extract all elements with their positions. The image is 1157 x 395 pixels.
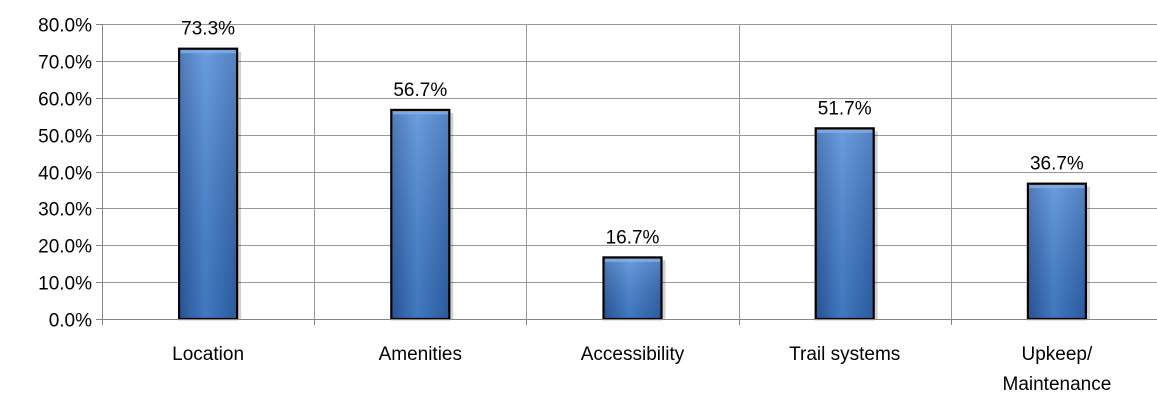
data-label: 36.7% <box>1030 154 1084 175</box>
y-tick-label: 40.0% <box>38 164 92 185</box>
y-tick-label: 70.0% <box>38 53 92 74</box>
y-tick-label: 60.0% <box>38 90 92 111</box>
bar-highlight <box>392 111 448 115</box>
y-tick-label: 30.0% <box>38 200 92 221</box>
bar-shading <box>1028 184 1085 318</box>
y-tick-label: 50.0% <box>38 127 92 148</box>
y-tick-label: 80.0% <box>38 16 92 37</box>
bar-shading <box>816 129 873 318</box>
bar-highlight <box>605 258 660 262</box>
x-category-label: Location <box>172 344 244 365</box>
x-category-label: Trail systems <box>789 344 900 365</box>
axes <box>96 24 1157 325</box>
bar-shading <box>392 110 449 318</box>
x-category-label: Accessibility <box>581 344 685 365</box>
bar-shading <box>604 258 661 318</box>
data-label: 51.7% <box>818 98 872 119</box>
bar-shading <box>180 49 237 319</box>
y-tick-label: 20.0% <box>38 237 92 258</box>
y-tick-label: 10.0% <box>38 274 92 295</box>
bar-highlight <box>817 129 873 133</box>
x-axis-category-labels: Location Amenities Accessibility Trail syst… <box>172 344 1111 395</box>
bar-highlight <box>1029 185 1085 189</box>
x-category-label: Maintenance <box>1003 374 1112 395</box>
x-category-label: Amenities <box>379 344 462 365</box>
y-axis-tick-labels: 0.0% 10.0% 20.0% 30.0% 40.0% 50.0% 60.0% 70.0% 8… <box>38 16 92 332</box>
y-tick-label: 0.0% <box>49 311 92 332</box>
data-label: 16.7% <box>606 227 660 248</box>
bar-highlight <box>180 50 236 54</box>
x-category-label: Upkeep/ <box>1022 344 1093 365</box>
data-label: 73.3% <box>181 19 235 40</box>
data-label: 56.7% <box>393 80 447 101</box>
gridlines <box>102 24 1157 320</box>
bars <box>178 47 1090 321</box>
data-labels: 73.3% 56.7% 16.7% 51.7% 36.7% <box>181 19 1084 249</box>
